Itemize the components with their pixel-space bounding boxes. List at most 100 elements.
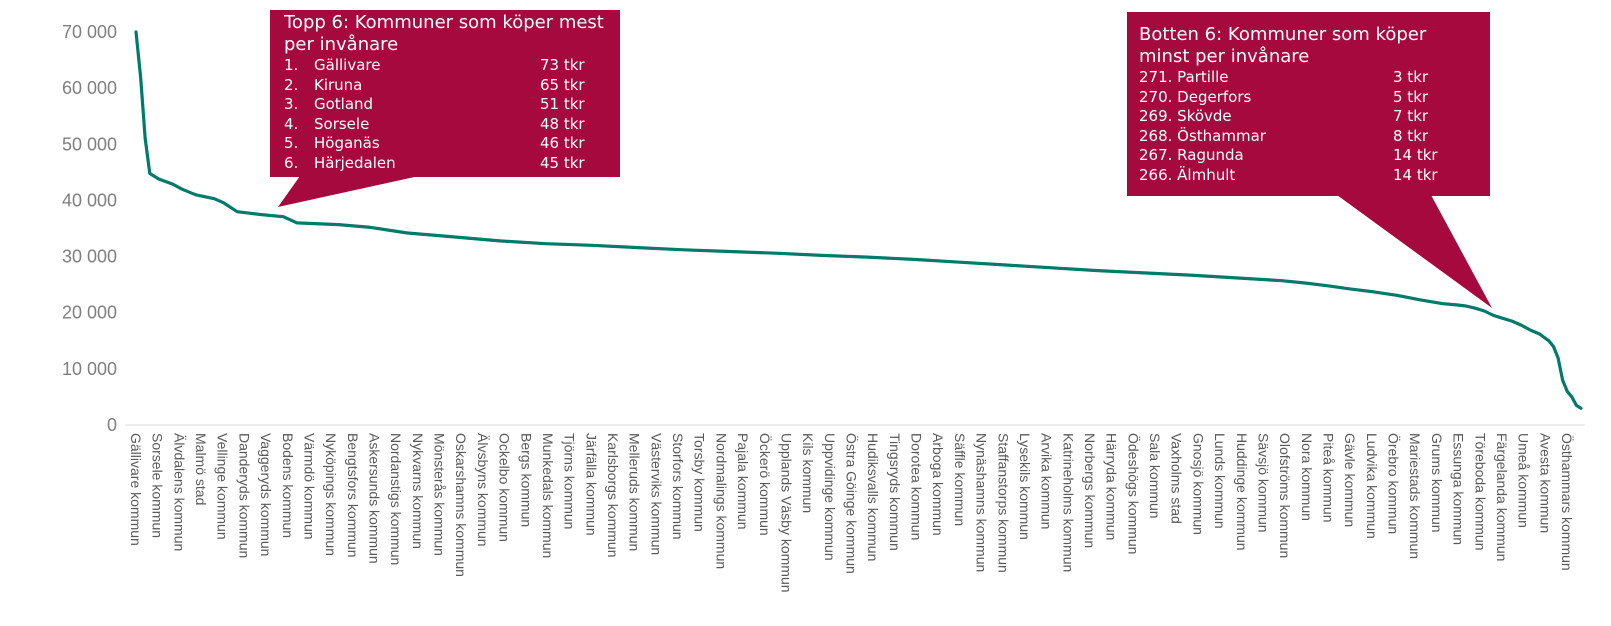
x-tick-label: Olofströms kommun: [1277, 433, 1293, 558]
x-axis: Gällivare kommun Sorsele kommun Älvdalens …: [128, 433, 1576, 593]
y-tick-label: 0: [107, 415, 117, 435]
callout-top-value: 65 tkr: [540, 75, 585, 94]
x-tick-label: Nykvarns kommun: [410, 433, 426, 549]
callout-bottom-row: 270. Degerfors 5 tkr: [1139, 88, 1480, 108]
callout-bottom-row: 268. Östhammar 8 tkr: [1139, 127, 1480, 147]
y-axis: 0 10 000 20 000 30 000 40 000 50 000 60 000 70 …: [62, 22, 117, 435]
x-tick-label: Värmdö kommun: [302, 433, 318, 540]
x-tick-label: Avesta kommun: [1537, 433, 1553, 533]
x-tick-label: Malmö stad: [193, 433, 209, 505]
callout-top-title: Topp 6: Kommuner som köper mest per invå…: [284, 12, 604, 55]
y-tick-label: 50 000: [62, 134, 117, 154]
callout-bottom-value: 5 tkr: [1393, 87, 1429, 106]
x-tick-label: Pajala kommun: [735, 433, 751, 530]
callout-bottom-row: 267. Ragunda 14 tkr: [1139, 146, 1480, 166]
x-tick-label: Gävle kommun: [1342, 433, 1358, 527]
x-tick-label: Essunga kommun: [1451, 433, 1467, 545]
callout-bottom-value: 7 tkr: [1393, 107, 1429, 125]
callout-bottom-value: 14 tkr: [1393, 165, 1438, 184]
x-tick-label: Säffle kommun: [952, 433, 968, 526]
x-tick-label: Dorotea kommun: [909, 433, 925, 540]
x-tick-label: Askersunds kommun: [367, 433, 383, 564]
x-tick-label: Kils kommun: [800, 433, 816, 513]
callout-top-row: 5. Höganäs 46 tkr: [284, 134, 610, 154]
callout-top-name: Sorsele: [314, 114, 370, 133]
x-tick-label: Nordmalings kommun: [713, 433, 729, 569]
x-tick-label: Lunds kommun: [1212, 433, 1228, 529]
x-tick-label: Ludvika kommun: [1364, 433, 1380, 539]
callout-top-name: Kiruna: [314, 75, 363, 94]
x-tick-label: Nynäshamns kommun: [974, 433, 990, 572]
x-tick-label: Västerviks kommun: [648, 433, 664, 555]
x-tick-label: Älvsbyns kommun: [475, 433, 491, 547]
callout-bottom-name: 267. Ragunda: [1139, 146, 1244, 164]
x-tick-label: Uppvidinge kommun: [822, 433, 838, 561]
y-tick-label: 10 000: [62, 359, 117, 379]
x-tick-label: Katrineholms kommun: [1060, 433, 1076, 572]
x-tick-label: Bodens kommun: [280, 433, 296, 538]
callout-top-rank: 2.: [284, 75, 299, 94]
callout-bottom-row: 271. Partille 3 tkr: [1139, 68, 1480, 88]
x-tick-label: Upplands Väsby kommun: [779, 433, 795, 593]
y-tick-label: 70 000: [62, 22, 117, 42]
x-tick-label: Nora kommun: [1299, 433, 1315, 521]
callout-bottom-name: 266. Älmhult: [1139, 165, 1236, 184]
x-tick-label: Oskarshamns kommun: [453, 433, 469, 577]
x-tick-label: Järfälla kommun: [583, 433, 599, 536]
x-tick-label: Ödeshögs kommun: [1125, 433, 1142, 554]
x-tick-label: Hudiksvalls kommun: [865, 433, 881, 561]
callout-top-rank: 4.: [284, 114, 299, 133]
callout-top-value: 45 tkr: [540, 153, 585, 172]
x-tick-label: Tingsryds kommun: [887, 433, 903, 551]
x-tick-label: Ockelbo kommun: [497, 433, 513, 542]
x-tick-label: Huddinge kommun: [1234, 433, 1250, 551]
x-tick-label: Östhammars kommun: [1559, 433, 1576, 571]
callout-top-value: 48 tkr: [540, 114, 585, 133]
x-tick-label: Älvdalens kommun: [171, 433, 187, 551]
x-tick-label: Härryda kommun: [1104, 433, 1120, 540]
callout-top-row: 3. Gotland 51 tkr: [284, 95, 610, 115]
callout-top-name: Höganäs: [314, 134, 380, 152]
callout-bottom-value: 14 tkr: [1393, 146, 1438, 164]
x-tick-label: Vaggeryds kommun: [258, 433, 274, 556]
series-line: [134, 30, 1583, 410]
callout-top-arrow: [278, 176, 419, 207]
x-tick-label: Mönsterås kommun: [432, 433, 448, 556]
x-tick-label: Sävsjö kommun: [1256, 433, 1272, 533]
callout-top-rank: 6.: [284, 153, 299, 172]
callout-top-rank: 1.: [284, 56, 299, 74]
y-tick-label: 60 000: [62, 78, 117, 98]
x-tick-label: Umeå kommun: [1516, 433, 1532, 528]
callout-bottom-name: 270. Degerfors: [1139, 87, 1252, 106]
x-tick-label: Nyköpings kommun: [323, 433, 339, 556]
callout-bottom-name: 268. Östhammar: [1139, 126, 1266, 145]
y-tick-label: 30 000: [62, 247, 117, 267]
callout-top: Topp 6: Kommuner som köper mest per invå…: [270, 10, 620, 177]
x-tick-label: Torsby kommun: [692, 433, 708, 532]
callout-top-row: 4. Sorsele 48 tkr: [284, 115, 610, 135]
x-tick-label: Tjörns kommun: [562, 433, 578, 529]
callout-bottom-name: 271. Partille: [1139, 68, 1229, 86]
callout-top-row: 2. Kiruna 65 tkr: [284, 76, 610, 96]
callout-top-rank: 3.: [284, 95, 299, 113]
y-tick-label: 20 000: [62, 303, 117, 323]
callout-top-list: 1. Gällivare 73 tkr 2. Kiruna 65 tkr 3. Gotland…: [284, 56, 610, 173]
x-tick-label: Gnosjö kommun: [1190, 433, 1206, 535]
x-tick-label: Sorsele kommun: [150, 433, 166, 538]
callout-top-row: 1. Gällivare 73 tkr: [284, 56, 610, 76]
callout-top-row: 6. Härjedalen 45 tkr: [284, 154, 610, 174]
x-tick-label: Bengtsfors kommun: [345, 433, 361, 558]
x-tick-label: Staffanstorps kommun: [995, 433, 1011, 573]
x-tick-label: Piteå kommun: [1321, 433, 1337, 522]
y-tick-label: 40 000: [62, 190, 117, 210]
callout-bottom-row: 266. Älmhult 14 tkr: [1139, 166, 1480, 186]
callout-top-value: 51 tkr: [540, 95, 585, 113]
x-tick-label: Melleruds kommun: [627, 433, 643, 551]
x-tick-label: Danderyds kommun: [236, 433, 252, 558]
x-tick-label: Munkedals kommun: [540, 433, 556, 558]
callout-bottom-title: Botten 6: Kommuner som köper minst per i…: [1139, 24, 1427, 67]
callout-top-name: Gällivare: [314, 56, 381, 74]
x-tick-label: Arboga kommun: [930, 433, 946, 536]
callout-top-name: Härjedalen: [314, 153, 396, 172]
callout-bottom-list: 271. Partille 3 tkr 270. Degerfors 5 tkr 269…: [1139, 68, 1480, 185]
